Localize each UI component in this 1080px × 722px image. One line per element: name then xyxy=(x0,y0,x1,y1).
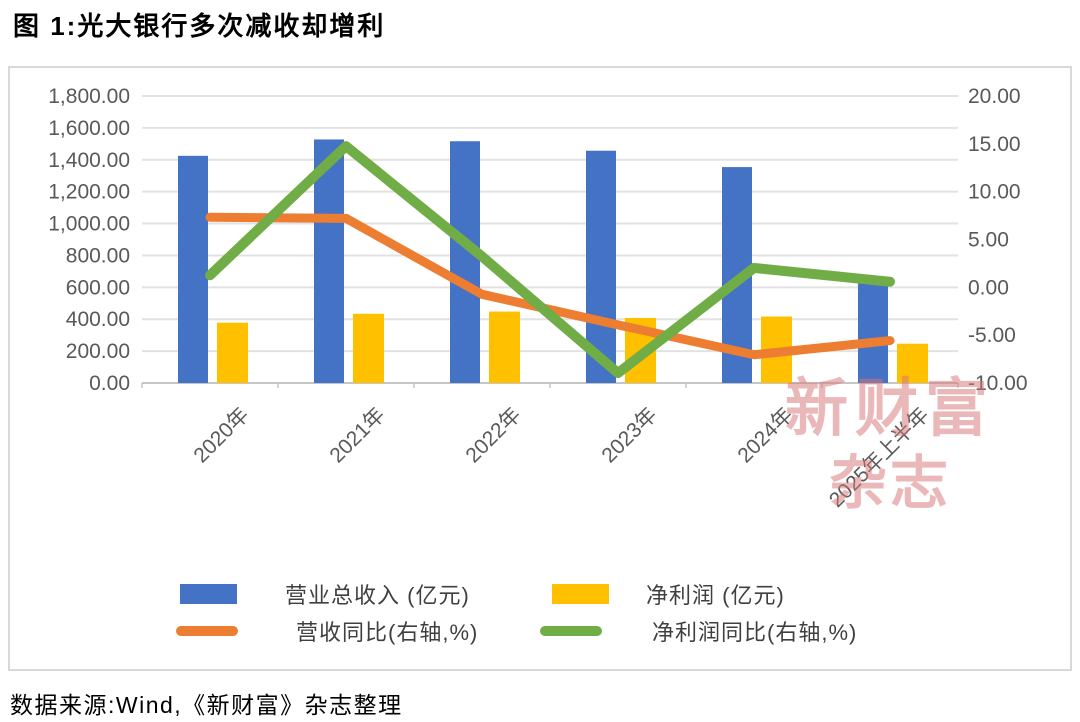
bar xyxy=(217,322,248,383)
left-axis-tick-label: 1,000.00 xyxy=(48,213,130,236)
legend-label: 净利润 (亿元) xyxy=(646,583,785,608)
bar xyxy=(858,277,888,383)
left-axis-tick-label: 1,800.00 xyxy=(48,85,130,108)
net-profit-yoy-line-swatch-icon xyxy=(540,626,602,636)
legend-item-revenue: 营业总收入 (亿元) xyxy=(180,578,470,610)
right-axis-tick-label: 5.00 xyxy=(968,229,1009,252)
net-profit-bar-swatch-icon xyxy=(552,584,609,604)
legend-label: 营收同比(右轴,%) xyxy=(296,620,479,645)
legend-item-net-profit-yoy: 净利润同比(右轴,%) xyxy=(540,615,857,647)
left-axis-tick-label: 200.00 xyxy=(66,340,130,363)
right-axis-tick-label: 0.00 xyxy=(968,276,1009,299)
left-axis-tick-label: 1,600.00 xyxy=(48,117,130,140)
x-axis-category-label: 2022年 xyxy=(461,403,525,467)
bar xyxy=(897,343,928,383)
revenue-bar-swatch-icon xyxy=(180,584,237,604)
right-axis-tick-label: 10.00 xyxy=(968,181,1021,204)
legend-item-net-profit: 净利润 (亿元) xyxy=(552,578,785,610)
left-axis-tick-label: 1,400.00 xyxy=(48,149,130,172)
legend-label: 净利润同比(右轴,%) xyxy=(652,620,858,645)
left-axis-tick-label: 0.00 xyxy=(89,372,130,395)
x-axis-category-label: 2020年 xyxy=(189,403,253,467)
x-axis-category-label: 2024年 xyxy=(733,403,797,467)
legend-label: 营业总收入 (亿元) xyxy=(285,583,470,608)
x-axis-category-label: 2025年上半年 xyxy=(825,403,934,512)
right-axis-tick-label: -10.00 xyxy=(968,372,1028,395)
combo-chart: 1,800.00 1,600.00 1,400.00 1,200.00 1,000.00… xyxy=(48,85,1028,512)
right-axis-tick-label: -5.00 xyxy=(968,324,1016,347)
figure-title: 图 1:光大银行多次减收却增利 xyxy=(13,11,386,41)
legend-item-revenue-yoy: 营收同比(右轴,%) xyxy=(176,615,478,647)
data-source: 数据来源:Wind,《新财富》杂志整理 xyxy=(10,692,403,718)
x-axis-category-label: 2023年 xyxy=(597,403,661,467)
left-axis-tick-label: 1,200.00 xyxy=(48,181,130,204)
line-series xyxy=(205,141,895,379)
bar xyxy=(353,313,384,383)
right-axis-tick-label: 15.00 xyxy=(968,133,1021,156)
bar xyxy=(489,311,520,383)
right-axis-tick-label: 20.00 xyxy=(968,85,1021,108)
bar xyxy=(450,141,480,383)
left-axis-tick-label: 800.00 xyxy=(66,244,130,267)
revenue-yoy-line-swatch-icon xyxy=(176,626,238,636)
left-axis-tick-label: 600.00 xyxy=(66,276,130,299)
left-axis-tick-label: 400.00 xyxy=(66,308,130,331)
chart-panel: 1,800.00 1,600.00 1,400.00 1,200.00 1,000.00… xyxy=(8,66,1072,671)
bar xyxy=(178,155,208,383)
x-axis-category-label: 2021年 xyxy=(325,403,389,467)
bar xyxy=(314,139,344,383)
